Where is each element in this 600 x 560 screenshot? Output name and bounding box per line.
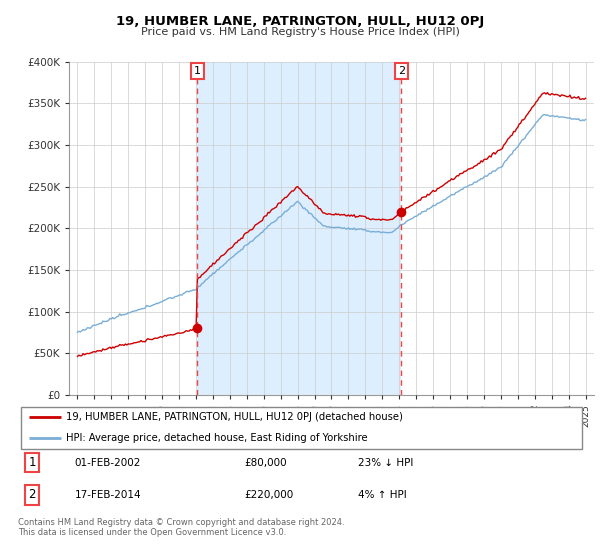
FancyBboxPatch shape: [21, 407, 582, 449]
Text: Price paid vs. HM Land Registry's House Price Index (HPI): Price paid vs. HM Land Registry's House …: [140, 27, 460, 37]
Text: £80,000: £80,000: [245, 458, 287, 468]
Text: 2: 2: [28, 488, 36, 501]
Text: HPI: Average price, detached house, East Riding of Yorkshire: HPI: Average price, detached house, East…: [66, 433, 368, 444]
Text: 19, HUMBER LANE, PATRINGTON, HULL, HU12 0PJ (detached house): 19, HUMBER LANE, PATRINGTON, HULL, HU12 …: [66, 412, 403, 422]
Text: Contains HM Land Registry data © Crown copyright and database right 2024.
This d: Contains HM Land Registry data © Crown c…: [18, 518, 344, 538]
Text: 17-FEB-2014: 17-FEB-2014: [75, 490, 142, 500]
Text: 23% ↓ HPI: 23% ↓ HPI: [358, 458, 413, 468]
Bar: [197, 62, 401, 395]
Text: 2: 2: [398, 66, 405, 76]
Text: £220,000: £220,000: [245, 490, 294, 500]
Text: 1: 1: [194, 66, 201, 76]
Text: 01-FEB-2002: 01-FEB-2002: [75, 458, 141, 468]
Text: 19, HUMBER LANE, PATRINGTON, HULL, HU12 0PJ: 19, HUMBER LANE, PATRINGTON, HULL, HU12 …: [116, 15, 484, 28]
Text: 1: 1: [28, 456, 36, 469]
Text: 4% ↑ HPI: 4% ↑ HPI: [358, 490, 407, 500]
